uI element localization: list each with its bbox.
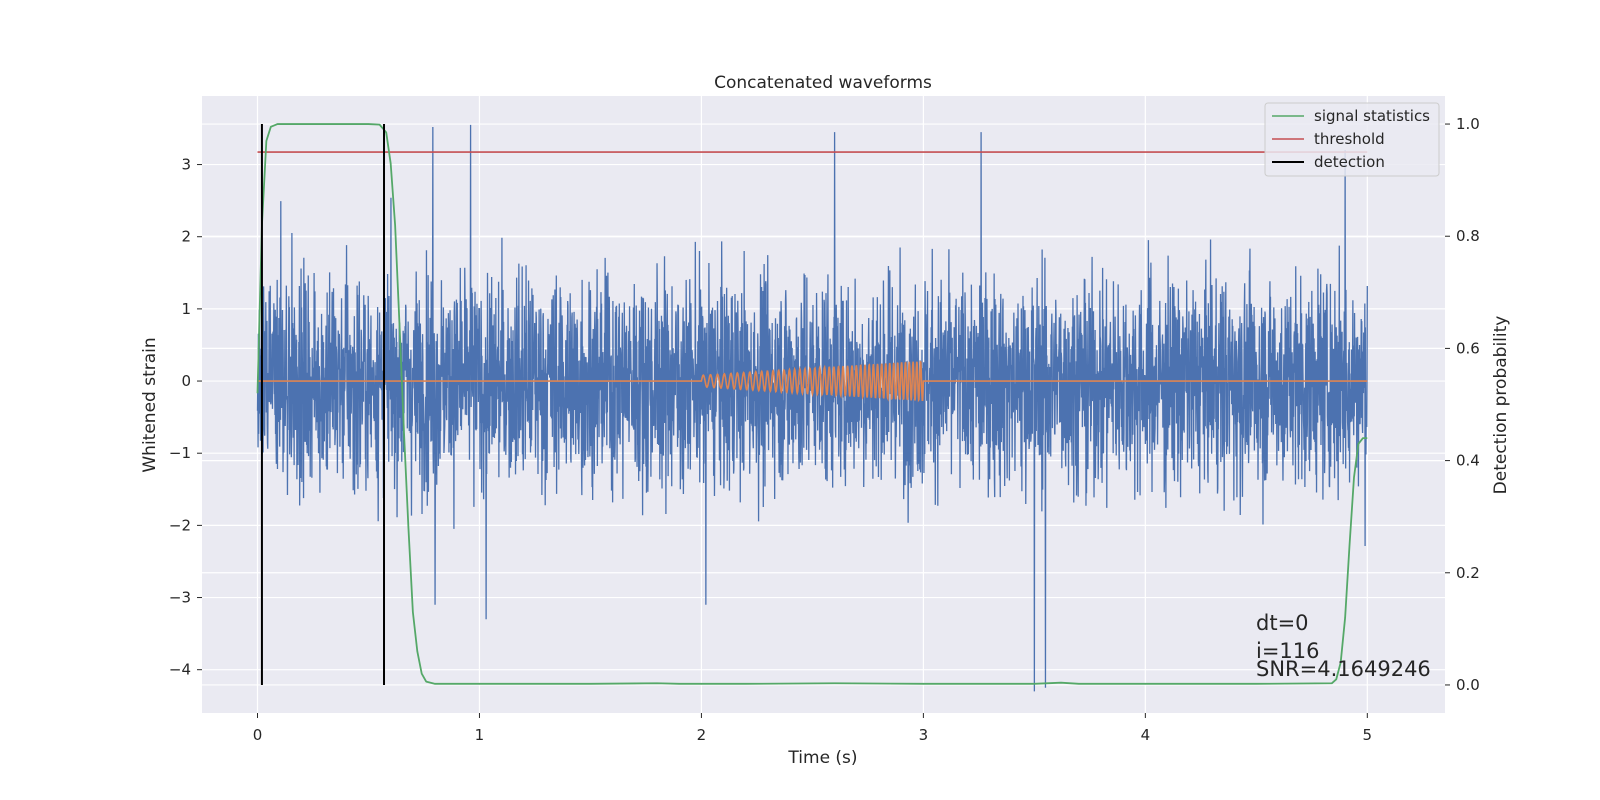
series-injected-chirp: [257, 360, 1368, 403]
x-tick-label: 3: [919, 726, 929, 744]
y-tick-label-right: 1.0: [1456, 115, 1480, 133]
legend-box: [1264, 102, 1440, 177]
series-signal-statistics: [256, 123, 1368, 685]
y-tick-label-right: 0.6: [1456, 339, 1480, 357]
y-tick-label-left: −1: [169, 444, 191, 462]
y-tick-label-left: 0: [181, 372, 191, 390]
legend-label-signal-statistics: signal statistics: [1314, 107, 1430, 125]
legend: signal statistics threshold detection: [1264, 102, 1440, 177]
chart-title: Concatenated waveforms: [714, 73, 932, 93]
y-tick-label-left: −4: [169, 661, 191, 679]
x-tick-label: 5: [1363, 726, 1373, 744]
series-layer: [256, 123, 1368, 692]
legend-label-threshold: threshold: [1314, 130, 1385, 148]
y-tick-label-left: 3: [181, 156, 191, 174]
annotation-dt: dt=0: [1256, 611, 1309, 635]
y-tick-label-right: 0.2: [1456, 564, 1480, 582]
x-axis-label: Time (s): [787, 748, 857, 768]
y-tick-label-left: 2: [181, 228, 191, 246]
y-tick-label-right: 0.8: [1456, 227, 1480, 245]
x-tick-label: 1: [475, 726, 485, 744]
x-tick-label: 4: [1141, 726, 1151, 744]
x-tick-label: 0: [253, 726, 263, 744]
y-tick-label-right: 0.4: [1456, 452, 1480, 470]
y-axis-label-right: Detection probability: [1491, 316, 1511, 495]
x-tick-label: 2: [697, 726, 707, 744]
annotation-i: i=116: [1256, 639, 1320, 663]
ticks: 0 1 2 3 4 5 −4 −3 −2 −1 0 1 2 3 0.0 0.2 0.4 0.6 0.8 1.0: [169, 115, 1480, 744]
legend-label-detection: detection: [1314, 153, 1385, 171]
annotation-snr: SNR=4.1649246: [1256, 657, 1431, 681]
y-axis-label-left: Whitened strain: [140, 337, 160, 472]
y-tick-label-left: 1: [181, 300, 191, 318]
y-tick-label-left: −2: [169, 516, 191, 534]
y-tick-label-right: 0.0: [1456, 676, 1480, 694]
series-whitened-strain: [256, 124, 1368, 692]
y-tick-label-left: −3: [169, 589, 191, 607]
